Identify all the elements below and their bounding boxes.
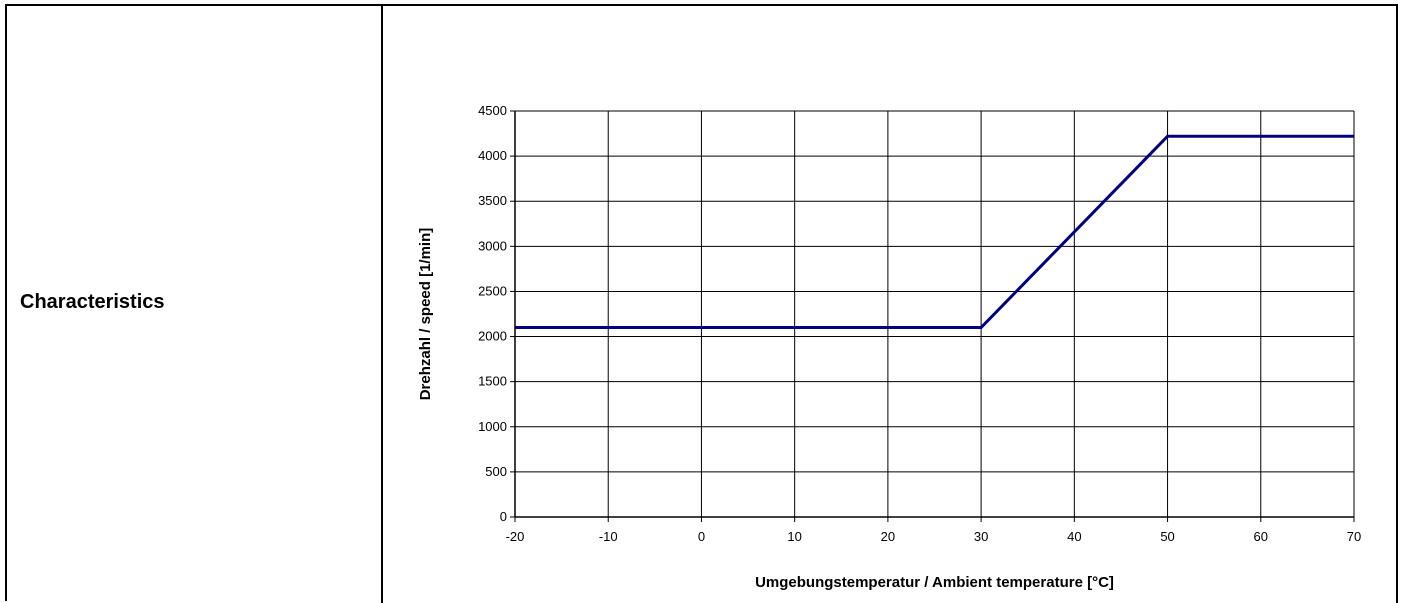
y-tick-label: 3500 bbox=[478, 193, 507, 208]
column-divider bbox=[381, 4, 383, 603]
x-tick-label: -20 bbox=[506, 529, 525, 544]
y-tick-label: 0 bbox=[500, 509, 507, 524]
y-tick-label: 500 bbox=[485, 464, 507, 479]
chart-series bbox=[515, 134, 1354, 330]
y-tick-label: 1000 bbox=[478, 419, 507, 434]
chart-grid bbox=[514, 110, 1355, 518]
y-tick-label: 1500 bbox=[478, 374, 507, 389]
chart-ticks: 050010001500200025003000350040004500-20-… bbox=[478, 103, 1361, 544]
y-tick-label: 4500 bbox=[478, 103, 507, 118]
x-tick-label: 30 bbox=[974, 529, 988, 544]
x-tick-label: 40 bbox=[1067, 529, 1081, 544]
x-tick-label: -10 bbox=[599, 529, 618, 544]
speed-line bbox=[515, 134, 1354, 330]
y-axis-title: Drehzahl / speed [1/min] bbox=[417, 228, 434, 401]
x-tick-label: 20 bbox=[881, 529, 895, 544]
chart-axes bbox=[514, 111, 1354, 518]
y-tick-label: 2000 bbox=[478, 329, 507, 344]
table-right-border bbox=[1396, 4, 1398, 603]
characteristics-label: Characteristics bbox=[20, 291, 165, 313]
x-tick-label: 70 bbox=[1347, 529, 1361, 544]
x-tick-label: 60 bbox=[1254, 529, 1268, 544]
x-tick-label: 10 bbox=[787, 529, 801, 544]
x-axis-title: Umgebungstemperatur / Ambient temperatur… bbox=[755, 574, 1114, 591]
x-tick-label: 50 bbox=[1160, 529, 1174, 544]
y-tick-label: 2500 bbox=[478, 283, 507, 298]
x-tick-label: 0 bbox=[698, 529, 705, 544]
y-tick-label: 4000 bbox=[478, 148, 507, 163]
y-tick-label: 3000 bbox=[478, 238, 507, 253]
